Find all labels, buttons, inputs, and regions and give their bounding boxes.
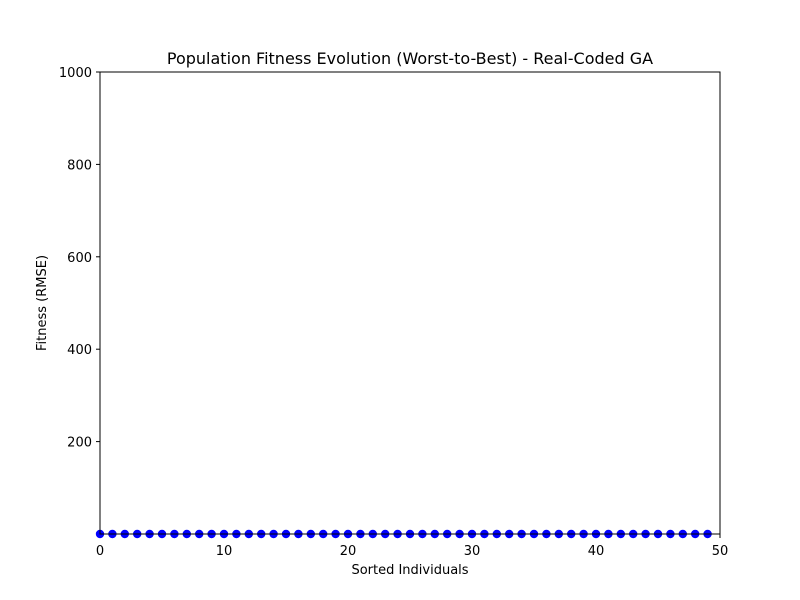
x-tick-label: 20 [340, 544, 357, 559]
y-tick-label: 800 [67, 158, 92, 173]
y-tick-label: 1000 [59, 66, 92, 81]
chart-title: Population Fitness Evolution (Worst-to-B… [167, 49, 653, 68]
x-tick-label: 10 [216, 544, 233, 559]
x-axis-label: Sorted Individuals [351, 563, 468, 578]
y-tick-label: 400 [67, 343, 92, 358]
y-tick-label: 200 [67, 436, 92, 451]
x-tick-label: 30 [464, 544, 481, 559]
x-tick-label: 0 [96, 544, 104, 559]
plot-frame [99, 71, 721, 535]
axis-ticks: 0 10 20 30 40 50 200 400 600 800 1000 [59, 66, 728, 559]
x-tick-label: 50 [712, 544, 729, 559]
y-axis-label: Fitness (RMSE) [35, 255, 50, 351]
y-tick-label: 600 [67, 251, 92, 266]
x-tick-label: 40 [588, 544, 605, 559]
